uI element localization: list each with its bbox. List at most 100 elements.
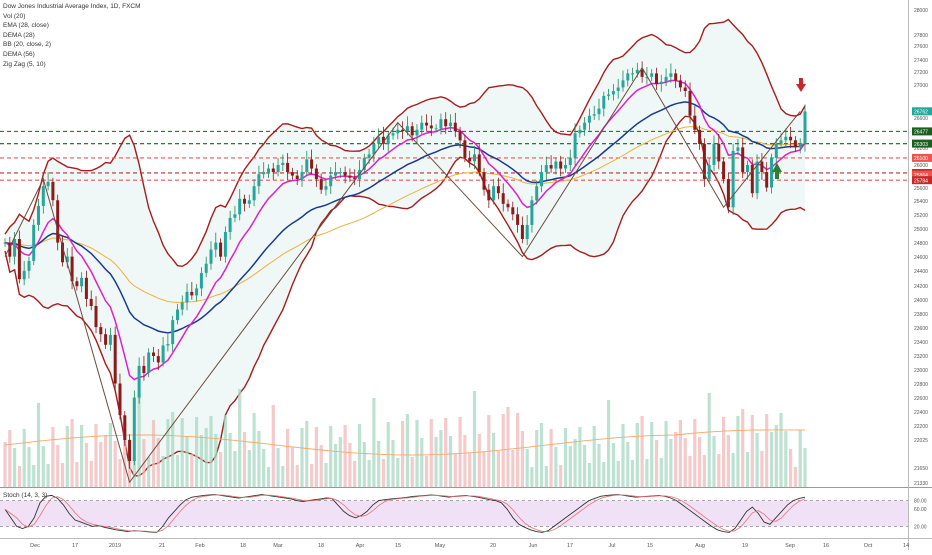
candle-body: [616, 87, 620, 91]
candle-body: [540, 172, 543, 187]
candle-body: [156, 356, 160, 363]
volume-bar: [295, 465, 299, 487]
candle-body: [195, 288, 199, 296]
y-tick-label: 23600: [914, 326, 928, 332]
candle-body: [271, 168, 275, 172]
candle-body: [650, 73, 654, 77]
price-label: 26762: [914, 110, 928, 116]
volume-bar: [27, 447, 31, 487]
volume-bar: [381, 459, 385, 487]
volume-bar: [750, 415, 754, 487]
candle-body: [108, 334, 112, 345]
y-tick-label: 25400: [914, 199, 928, 205]
candle-body: [118, 383, 122, 416]
candle-body: [592, 114, 596, 116]
x-tick-label: Feb: [195, 543, 204, 549]
candle-body: [214, 242, 218, 250]
volume-bar: [496, 451, 500, 487]
y-tick-label: 22200: [914, 424, 928, 430]
y-tick-label: 26600: [914, 116, 928, 122]
volume-bar: [99, 442, 103, 487]
volume-bar: [70, 419, 74, 487]
candle-body: [17, 239, 21, 280]
volume-bar: [300, 428, 304, 487]
candle-body: [286, 162, 290, 173]
volume-bar: [630, 460, 635, 487]
volume-bar: [736, 416, 740, 487]
stoch-tick-label: 60.00: [914, 507, 927, 513]
candle-body: [99, 327, 103, 335]
y-tick-label: 24800: [914, 241, 928, 247]
volume-bar: [741, 409, 745, 487]
candle-body: [84, 277, 88, 299]
candle-body: [525, 224, 529, 239]
volume-bar: [429, 419, 433, 487]
candle-body: [372, 143, 376, 155]
volume-bar: [94, 424, 98, 487]
candle-body: [75, 281, 79, 287]
volume-bar: [242, 432, 247, 487]
volume-bar: [156, 438, 160, 487]
volume-bar: [401, 421, 405, 487]
volume-bar: [257, 431, 261, 487]
volume-bar: [597, 444, 601, 487]
candle-body: [444, 119, 448, 127]
volume-bar: [635, 423, 639, 487]
y-tick-label: 23800: [914, 312, 928, 318]
candle-body: [487, 189, 491, 201]
up-arrow-stem: [775, 172, 779, 179]
candle-body: [635, 69, 639, 74]
candle-body: [559, 161, 563, 169]
volume-bar: [84, 443, 88, 487]
volume-bar: [377, 441, 381, 487]
x-tick-label: 15: [395, 543, 401, 549]
volume-bar: [535, 430, 539, 487]
volume-bar: [190, 454, 194, 487]
volume-bar: [223, 415, 227, 487]
candle-body: [439, 119, 443, 129]
volume-bar: [453, 454, 457, 487]
candle-body: [707, 165, 711, 180]
y-tick-label: 24600: [914, 255, 928, 261]
candle-body: [554, 161, 558, 169]
candle-body: [94, 306, 98, 328]
indicator-label: Vol (20): [3, 12, 26, 20]
volume-bar: [664, 421, 668, 487]
y-tick-label: 27000: [914, 83, 928, 89]
stoch-band: [0, 500, 908, 527]
volume-bar: [511, 450, 515, 487]
candle-body: [334, 172, 337, 176]
volume-bar: [367, 460, 371, 487]
candle-body: [3, 242, 7, 244]
candle-body: [185, 291, 189, 303]
candle-body: [32, 224, 36, 261]
volume-bar: [563, 428, 568, 487]
candle-body: [544, 165, 548, 173]
x-tick-label: Jun: [529, 543, 538, 549]
volume-bar: [199, 435, 203, 487]
price-label-box: [912, 107, 932, 116]
candle-body: [621, 80, 625, 88]
y-tick-label: 21650: [914, 466, 928, 472]
volume-bar: [659, 458, 663, 487]
candle-body: [343, 172, 347, 176]
volume-bar: [348, 443, 352, 487]
volume-bar: [281, 466, 285, 487]
candle-body: [731, 150, 735, 208]
candle-body: [223, 232, 227, 257]
candle-body: [530, 200, 534, 225]
indicator-label: EMA (28, close): [3, 22, 49, 30]
candle-body: [482, 172, 486, 190]
candle-body: [702, 143, 706, 180]
volume-bar: [472, 391, 477, 487]
volume-bar: [698, 437, 702, 487]
candle-body: [257, 174, 261, 187]
candle-body: [276, 165, 280, 173]
candle-body: [267, 168, 270, 172]
volume-bar: [717, 454, 721, 487]
candle-body: [262, 172, 266, 175]
x-tick-label: Sep: [785, 543, 795, 549]
volume-bar: [774, 425, 778, 487]
candle-body: [252, 186, 256, 201]
